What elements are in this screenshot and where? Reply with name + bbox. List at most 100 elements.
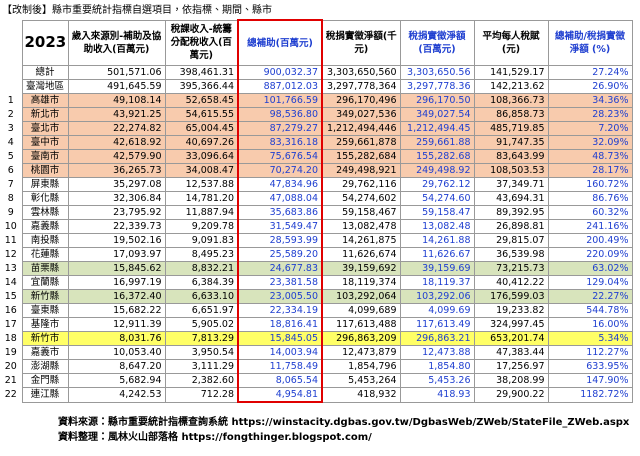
table-cell: 32.09% bbox=[547, 135, 633, 150]
table-cell: 22.27% bbox=[547, 289, 633, 304]
footer-line: 資料來源：縣市重要統計指標查詢系統 https://winstacity.dgb… bbox=[58, 417, 630, 428]
table-cell: 3,950.54 bbox=[164, 345, 239, 360]
table-cell: 112.27% bbox=[547, 345, 633, 360]
table-cell: 15,845.05 bbox=[237, 331, 323, 346]
table-cell: 8,495.23 bbox=[164, 247, 239, 262]
table-row: 21 金門縣 5,682.94 2,382.60 8,065.54 5,453,264 5,… bbox=[0, 373, 633, 388]
table-cell: 35,297.08 bbox=[67, 177, 166, 192]
table-row: 15 新竹縣 16,372.40 6,633.10 23,005.50 103,292,0… bbox=[0, 289, 633, 304]
row-index bbox=[0, 79, 22, 94]
table-cell: 42,579.90 bbox=[67, 149, 166, 164]
table-cell: 349,027.54 bbox=[399, 107, 475, 122]
table-cell: 6,651.97 bbox=[164, 303, 239, 318]
table-cell: 36,265.73 bbox=[67, 163, 166, 178]
row-name: 彰化縣 bbox=[21, 191, 69, 206]
table-row: 13 苗栗縣 15,845.62 8,832.21 24,677.83 39,159,69… bbox=[0, 261, 633, 276]
row-index: 4 bbox=[0, 135, 22, 150]
table-row: 16 臺東縣 15,682.22 6,651.97 22,334.19 4,099,689… bbox=[0, 303, 633, 318]
table-cell: 15,682.22 bbox=[67, 303, 166, 318]
column-header: 稅課收入-統籌分配稅收入(百萬元) bbox=[164, 19, 239, 66]
table-cell: 103,292.06 bbox=[399, 289, 475, 304]
row-index: 17 bbox=[0, 317, 22, 332]
row-index: 20 bbox=[0, 359, 22, 374]
table-row: 20 澎湖縣 8,647.20 3,111.29 11,758.49 1,854,796 1… bbox=[0, 359, 633, 374]
table-cell: 349,027,536 bbox=[321, 107, 401, 122]
row-index: 2 bbox=[0, 107, 22, 122]
table-cell: 259,661,878 bbox=[321, 135, 401, 150]
table-cell: 18,816.41 bbox=[237, 317, 323, 332]
row-index: 9 bbox=[0, 205, 22, 220]
row-name: 屏東縣 bbox=[21, 177, 69, 192]
table-cell: 1182.72% bbox=[547, 387, 633, 403]
table-cell: 296,170,496 bbox=[321, 93, 401, 108]
table-cell: 11,758.49 bbox=[237, 359, 323, 374]
table-cell: 5,682.94 bbox=[67, 373, 166, 388]
table-cell: 36,539.98 bbox=[473, 247, 549, 262]
table-cell: 16.00% bbox=[547, 317, 633, 332]
table-cell: 32,306.84 bbox=[67, 191, 166, 206]
row-name: 臺東縣 bbox=[21, 303, 69, 318]
table-cell: 29,815.07 bbox=[473, 233, 549, 248]
data-table: 2023 歲入來源別-補助及協助收入(百萬元) 稅課收入-統籌分配稅收入(百萬元) 總… bbox=[0, 19, 633, 403]
table-cell: 39,159,692 bbox=[321, 261, 401, 276]
table-cell: 22,274.82 bbox=[67, 121, 166, 136]
table-cell: 712.28 bbox=[164, 387, 239, 403]
row-index: 6 bbox=[0, 163, 22, 178]
row-name: 新北市 bbox=[21, 107, 69, 122]
table-cell: 18,119.37 bbox=[399, 275, 475, 290]
footer-line: 資料整理：風林火山部落格 https://fongthinger.blogspo… bbox=[58, 432, 372, 443]
table-cell: 103,292,064 bbox=[321, 289, 401, 304]
row-index: 16 bbox=[0, 303, 22, 318]
table-cell: 28.17% bbox=[547, 163, 633, 178]
table-row: 18 新竹市 8,031.76 7,813.29 15,845.05 296,863,20… bbox=[0, 331, 633, 346]
table-cell: 544.78% bbox=[547, 303, 633, 318]
table-cell: 900,032.37 bbox=[237, 65, 323, 80]
table-cell: 31,549.47 bbox=[237, 219, 323, 234]
table-cell: 485,719.85 bbox=[473, 121, 549, 136]
table-cell: 141,529.17 bbox=[473, 65, 549, 80]
table-cell: 12,537.88 bbox=[164, 177, 239, 192]
table-cell: 49,108.14 bbox=[67, 93, 166, 108]
table-cell: 1,854,796 bbox=[321, 359, 401, 374]
row-name: 金門縣 bbox=[21, 373, 69, 388]
table-cell: 3,297,778.36 bbox=[399, 79, 475, 94]
table-row: 9 雲林縣 23,795.92 11,887.94 35,683.86 59,158,46… bbox=[0, 205, 633, 220]
column-header: 歲入來源別-補助及協助收入(百萬元) bbox=[67, 19, 166, 66]
table-cell: 4,242.53 bbox=[67, 387, 166, 403]
table-cell: 8,832.21 bbox=[164, 261, 239, 276]
table-cell: 3,303,650,560 bbox=[321, 65, 401, 80]
table-row: 臺灣地區 491,645.59 395,366.44 887,012.03 3,297,… bbox=[0, 79, 633, 94]
row-name: 南投縣 bbox=[21, 233, 69, 248]
table-row: 22 連江縣 4,242.53 712.28 4,954.81 418,932 418.93… bbox=[0, 387, 633, 403]
column-header: 總補助(百萬元) bbox=[237, 19, 323, 66]
table-cell: 34.36% bbox=[547, 93, 633, 108]
row-index: 14 bbox=[0, 275, 22, 290]
table-cell: 14,003.94 bbox=[237, 345, 323, 360]
column-header: 稅捐實徵淨額(千元) bbox=[321, 19, 401, 66]
table-cell: 7,813.29 bbox=[164, 331, 239, 346]
table-cell: 12,911.39 bbox=[67, 317, 166, 332]
table-cell: 33,096.64 bbox=[164, 149, 239, 164]
table-cell: 65,004.45 bbox=[164, 121, 239, 136]
table-row: 總計 501,571.06 398,461.31 900,032.37 3,303,65… bbox=[0, 65, 633, 80]
table-cell: 48.73% bbox=[547, 149, 633, 164]
table-cell: 3,111.29 bbox=[164, 359, 239, 374]
column-header: 2023 bbox=[21, 19, 69, 66]
table-cell: 9,091.83 bbox=[164, 233, 239, 248]
table-cell: 117,613.49 bbox=[399, 317, 475, 332]
table-cell: 1,212,494,446 bbox=[321, 121, 401, 136]
table-cell: 8,065.54 bbox=[237, 373, 323, 388]
table-cell: 241.16% bbox=[547, 219, 633, 234]
table-cell: 418,932 bbox=[321, 387, 401, 403]
table-cell: 11,887.94 bbox=[164, 205, 239, 220]
table-cell: 98,536.80 bbox=[237, 107, 323, 122]
table-cell: 4,099,689 bbox=[321, 303, 401, 318]
table-row: 4 臺中市 42,618.92 40,697.26 83,316.18 259,661,8… bbox=[0, 135, 633, 150]
table-cell: 34,008.47 bbox=[164, 163, 239, 178]
table-cell: 8,031.76 bbox=[67, 331, 166, 346]
table-row: 2 新北市 43,921.25 54,615.55 98,536.80 349,027,5… bbox=[0, 107, 633, 122]
table-cell: 249,498.92 bbox=[399, 163, 475, 178]
table-cell: 324,997.45 bbox=[473, 317, 549, 332]
row-name: 宜蘭縣 bbox=[21, 275, 69, 290]
row-index: 15 bbox=[0, 289, 22, 304]
